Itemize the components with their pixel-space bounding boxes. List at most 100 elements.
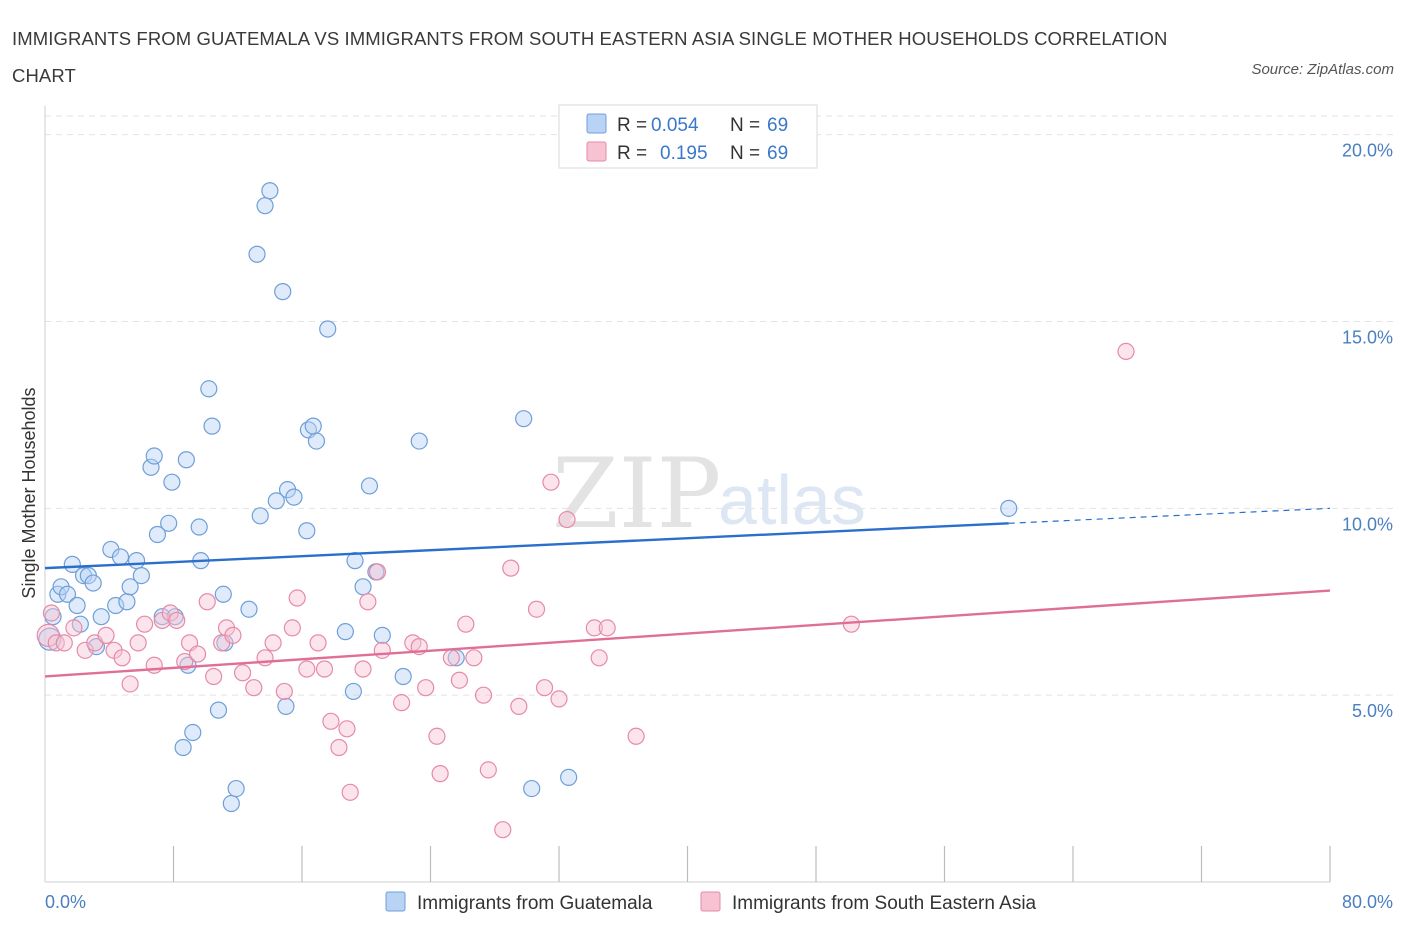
sea-point [465,649,483,667]
y-tick-labels: 5.0% 10.0% 15.0% 20.0% [1342,141,1393,721]
sea-point [1117,342,1135,361]
sea-point [354,660,372,678]
stats-r-value-blue: 0.054 [651,115,699,136]
guatemala-point [319,320,337,338]
sea-point [205,667,223,686]
guatemala-point [410,432,428,450]
guatemala-point [132,566,150,585]
chart-title: IMMIGRANTS FROM GUATEMALA VS IMMIGRANTS … [12,28,1168,86]
guatemala-point [248,245,266,263]
sea-point [264,634,282,652]
guatemala-point [307,432,326,450]
sea-point [198,593,216,611]
guatemala-point [92,608,110,626]
guatemala-point [240,600,258,618]
sea-point [368,563,387,581]
guatemala-point [298,522,316,540]
stats-legend: R = 0.054 N = 69 R = 0.195 N = 69 [558,104,818,169]
sea-point [121,675,139,693]
guatemala-trend-extension [1008,507,1331,524]
sea-trend-line [44,589,1331,678]
stats-legend-swatch-pink [586,141,607,162]
sea-point [431,765,449,783]
sea-point [97,626,115,644]
sea-point [113,649,131,667]
source-label: Source: ZipAtlas.com [1251,61,1394,78]
guatemala-point [142,458,160,476]
series-sea-points [36,342,1135,839]
watermark: ZIP atlas [552,438,866,550]
stats-legend-swatch-blue [586,113,607,134]
y-tick-label-2: 15.0% [1342,328,1393,348]
sea-point [359,593,377,611]
sea-point [479,761,497,779]
guatemala-point [354,578,372,596]
stats-r-value-pink: 0.195 [660,143,708,164]
guatemala-point [107,596,125,615]
guatemala-point [394,667,412,686]
stats-r-label-blue: R = [617,115,647,136]
axes [44,106,1331,883]
sea-point [502,559,520,577]
sea-point [275,682,293,701]
guatemala-point [174,738,192,757]
sea-point [428,727,446,745]
x-tick-label-1: 80.0% [1342,892,1393,912]
y-tick-label-0: 5.0% [1352,701,1393,721]
guatemala-point [214,585,232,603]
guatemala-point [227,779,245,798]
guatemala-point [145,447,163,465]
guatemala-point [277,697,295,715]
sea-point [550,690,568,708]
sea-point [338,720,356,738]
sea-point [256,649,274,667]
legend-label-sea: Immigrants from South Eastern Asia [732,893,1037,914]
sea-point [558,510,576,529]
legend-swatch-guatemala [385,891,406,912]
sea-point [322,712,340,730]
sea-point [168,611,186,630]
sea-point [309,634,327,652]
guatemala-point [184,723,202,742]
guatemala-point [190,518,208,536]
sea-point [373,641,391,659]
guatemala-point [111,548,130,566]
sea-point [598,619,616,637]
sea-point [65,619,83,637]
guatemala-point [336,623,354,641]
y-tick-label-3: 20.0% [1342,141,1393,161]
sea-point [176,652,194,671]
sea-point [224,626,242,644]
guatemala-point [84,574,102,592]
series-legend: Immigrants from Guatemala Immigrants fro… [385,891,1037,914]
sea-point [135,615,154,633]
guatemala-point [274,283,292,301]
sea-point [417,679,435,697]
sea-point [188,645,207,663]
guatemala-point [285,488,303,506]
sea-point [535,679,554,697]
stats-r-label-pink: R = [617,143,647,164]
guatemala-point [58,585,77,603]
sea-point [129,634,147,652]
sea-point [585,619,603,637]
sea-point [330,738,348,757]
sea-point [283,619,301,637]
guatemala-point [68,596,86,615]
y-tick-label-1: 10.0% [1342,514,1393,534]
sea-point [315,660,334,678]
stats-n-value-blue: 69 [767,115,788,136]
x-tick-labels: 0.0% 80.0% [45,892,1393,912]
sea-point [145,656,163,674]
guatemala-point [222,794,240,813]
sea-point [590,649,608,667]
guatemala-point [148,525,167,544]
guatemala-point [560,768,578,786]
guatemala-point [523,779,541,798]
guatemala-point [344,682,362,701]
sea-point [474,686,493,704]
sea-point [55,634,73,652]
guatemala-point [267,492,285,510]
sea-point [245,679,263,697]
